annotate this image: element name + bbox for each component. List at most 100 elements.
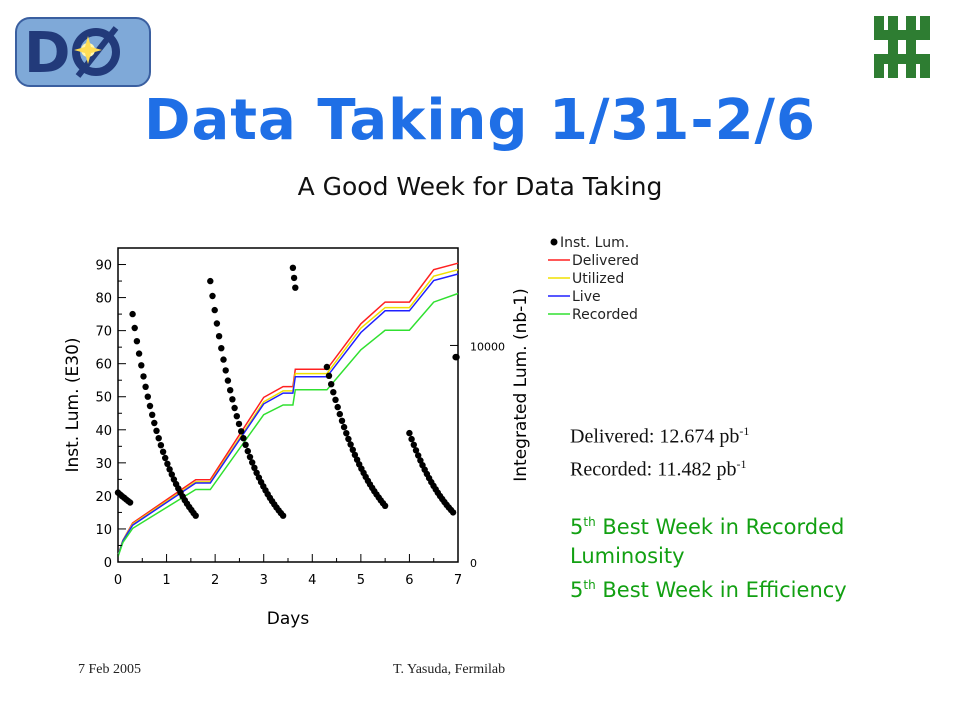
inst-lum-point bbox=[332, 396, 339, 403]
delivered-stat: Delivered: 12.674 pb-1 bbox=[570, 424, 750, 448]
inst-lum-point bbox=[151, 419, 158, 427]
inst-lum-point bbox=[215, 333, 223, 340]
inst-lum-point bbox=[412, 447, 420, 454]
legend-label: Live bbox=[572, 289, 601, 305]
inst-lum-point bbox=[330, 389, 337, 396]
inst-lum-point bbox=[349, 446, 356, 453]
y-tick-label: 40 bbox=[95, 424, 112, 439]
legend-label: Inst. Lum. bbox=[560, 235, 629, 251]
y-tick-label: 70 bbox=[95, 325, 112, 340]
y2-axis-label: Integrated Lum. (nb-1) bbox=[511, 288, 531, 482]
inst-lum-point bbox=[449, 509, 457, 516]
y2-tick-label: 0 bbox=[470, 557, 477, 570]
inst-lum-point bbox=[229, 396, 236, 403]
inst-lum-point bbox=[253, 469, 260, 476]
inst-lum-point bbox=[406, 429, 413, 437]
inst-lum-point bbox=[289, 264, 297, 271]
inst-lum-point bbox=[453, 353, 460, 361]
x-tick-label: 1 bbox=[162, 573, 170, 588]
inst-lum-point bbox=[157, 442, 165, 449]
inst-lum-point bbox=[207, 277, 214, 285]
x-tick-label: 2 bbox=[211, 573, 219, 588]
inst-lum-point bbox=[126, 499, 134, 506]
x-tick-label: 5 bbox=[357, 573, 365, 588]
inst-lum-point bbox=[220, 356, 227, 363]
inst-lum-points bbox=[114, 264, 460, 519]
inst-lum-point bbox=[222, 367, 229, 374]
inst-lum-point bbox=[328, 381, 335, 388]
inst-lum-point bbox=[155, 435, 162, 442]
inst-lum-point bbox=[235, 420, 243, 428]
legend-marker bbox=[550, 238, 558, 246]
fermilab-logo bbox=[874, 16, 930, 78]
inst-lum-point bbox=[408, 435, 415, 443]
inst-lum-point bbox=[334, 403, 341, 411]
inst-lum-point bbox=[144, 393, 151, 400]
inst-lum-point bbox=[251, 464, 258, 471]
svg-text:D: D bbox=[24, 21, 70, 86]
note-luminosity: Luminosity bbox=[570, 544, 685, 568]
legend-label: Recorded bbox=[572, 307, 638, 323]
y-tick-label: 20 bbox=[95, 490, 112, 505]
inst-lum-point bbox=[242, 441, 249, 448]
inst-lum-point bbox=[292, 284, 299, 291]
inst-lum-point bbox=[218, 345, 225, 352]
legend-label: Delivered bbox=[572, 253, 639, 269]
inst-lum-point bbox=[162, 454, 169, 462]
inst-lum-point bbox=[323, 363, 331, 371]
inst-lum-point bbox=[246, 453, 254, 461]
inst-lum-point bbox=[381, 502, 389, 509]
y-tick-label: 80 bbox=[95, 292, 112, 307]
inst-lum-point bbox=[213, 320, 221, 327]
recorded-stat: Recorded: 11.482 pb-1 bbox=[570, 456, 747, 481]
inst-lum-point bbox=[279, 512, 287, 519]
slide-subtitle: A Good Week for Data Taking bbox=[297, 172, 663, 201]
inst-lum-point bbox=[244, 447, 251, 455]
luminosity-stats: Delivered: 12.674 pb-1 Recorded: 11.482 … bbox=[570, 418, 749, 483]
inst-lum-point bbox=[129, 310, 136, 318]
y-tick-label: 0 bbox=[104, 556, 112, 571]
inst-lum-point bbox=[238, 428, 245, 435]
inst-lum-point bbox=[138, 362, 145, 369]
inst-lum-point bbox=[340, 423, 348, 431]
inst-lum-point bbox=[209, 292, 216, 300]
y2-tick-label: 10000 bbox=[470, 340, 505, 353]
inst-lum-point bbox=[211, 306, 218, 314]
best-week-notes: 5th Best Week in Recorded Luminosity 5th… bbox=[570, 508, 847, 605]
footer-author: T. Yasuda, Fermilab bbox=[393, 662, 506, 677]
inst-lum-point bbox=[140, 373, 147, 380]
y-tick-label: 60 bbox=[95, 358, 112, 373]
inst-lum-point bbox=[415, 452, 422, 459]
x-axis-label: Days bbox=[267, 609, 310, 629]
x-tick-label: 6 bbox=[405, 573, 413, 588]
inst-lum-point bbox=[410, 441, 417, 448]
inst-lum-point bbox=[290, 274, 298, 282]
y-tick-label: 90 bbox=[95, 259, 112, 274]
x-tick-label: 3 bbox=[260, 573, 268, 588]
inst-lum-point bbox=[336, 410, 343, 418]
integrated-lum-lines bbox=[117, 262, 459, 557]
inst-lum-point bbox=[240, 435, 247, 442]
inst-lum-point bbox=[164, 460, 171, 467]
inst-lum-point bbox=[249, 459, 256, 466]
note-efficiency: 5th Best Week in Efficiency bbox=[570, 578, 847, 602]
y-tick-label: 30 bbox=[95, 457, 112, 472]
inst-lum-point bbox=[343, 430, 350, 437]
inst-lum-point bbox=[131, 324, 138, 332]
inst-lum-point bbox=[135, 350, 143, 357]
slide-title: Data Taking 1/31-2/6 bbox=[144, 88, 816, 153]
note-recorded: 5th Best Week in Recorded bbox=[570, 515, 845, 539]
inst-lum-point bbox=[133, 338, 141, 345]
x-tick-label: 7 bbox=[454, 573, 462, 588]
inst-lum-point bbox=[192, 512, 199, 519]
inst-lum-point bbox=[325, 372, 333, 379]
inst-lum-point bbox=[224, 377, 232, 384]
series-line-recorded bbox=[117, 292, 459, 557]
inst-lum-point bbox=[233, 413, 240, 420]
series-line-live bbox=[117, 273, 459, 556]
inst-lum-point bbox=[231, 404, 238, 412]
footer-date: 7 Feb 2005 bbox=[78, 662, 141, 677]
inst-lum-point bbox=[149, 411, 156, 418]
